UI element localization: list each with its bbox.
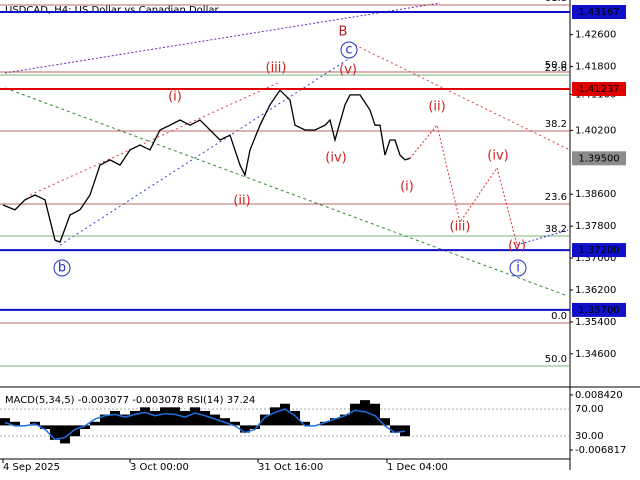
fib-label: 50.0 [545, 60, 567, 71]
y-tick-label: 1.36200 [575, 285, 616, 296]
macd-bar [380, 418, 390, 426]
macd-bar [300, 421, 310, 426]
price-line [409, 124, 518, 246]
wave-label: (v) [339, 63, 357, 78]
macd-bar [40, 425, 50, 430]
level-box [572, 302, 626, 317]
level-box [572, 243, 626, 258]
macd-bar [240, 425, 250, 433]
macd-bar [90, 421, 100, 426]
macd-bar [400, 425, 410, 437]
y-tick-label: 30.00 [575, 431, 604, 442]
wave-label: (iii) [450, 220, 471, 235]
y-tick-label: 1.41800 [575, 62, 616, 73]
fib-label: 23.6 [545, 192, 567, 203]
macd-bar [270, 407, 280, 426]
x-tick-label: 4 Sep 2025 [3, 462, 60, 473]
wave-label: (v) [508, 239, 526, 254]
y-tick-label: 1.40200 [575, 125, 616, 136]
fib-label: 38.2 [545, 224, 567, 235]
macd-bar [50, 425, 60, 440]
wave-label: c [345, 43, 352, 58]
macd-bar [110, 410, 120, 426]
x-tick-label: 31 Oct 16:00 [258, 462, 323, 473]
price-line [2, 89, 411, 243]
macd-bar [340, 414, 350, 426]
x-tick-label: 1 Dec 04:00 [387, 462, 448, 473]
y-tick-label: 1.35400 [575, 317, 616, 328]
wave-label: i [516, 261, 520, 276]
macd-bar [100, 414, 110, 426]
macd-bar [0, 418, 10, 426]
macd-bar [360, 400, 370, 426]
macd-bar [120, 414, 130, 426]
y-tick-label: 1.37800 [575, 221, 616, 232]
macd-bar [60, 425, 70, 444]
macd-bar [280, 403, 290, 426]
wave-label: B [339, 25, 348, 40]
macd-bar [160, 407, 170, 426]
macd-bar [150, 410, 160, 426]
y-tick-label: 0.008420 [575, 390, 623, 401]
x-tick-label: 3 Oct 00:00 [130, 462, 189, 473]
macd-bar [190, 407, 200, 426]
macd-bar [230, 421, 240, 426]
macd-bar [180, 410, 190, 426]
macd-bar [290, 410, 300, 426]
macd-bar [250, 425, 260, 430]
wave-label: (ii) [428, 100, 445, 115]
fib-label: 0.0 [551, 311, 567, 322]
macd-bar [330, 418, 340, 426]
macd-bar [80, 425, 90, 430]
wave-label: (i) [168, 90, 182, 105]
macd-bar [390, 425, 400, 433]
macd-bar [210, 414, 220, 426]
wave-label: (ii) [233, 194, 250, 209]
level-label: 1.35700 [578, 305, 619, 316]
macd-bar [370, 403, 380, 426]
wave-label: (iv) [325, 151, 346, 166]
wave-label: b [58, 261, 66, 276]
y-tick-label: -0.006817 [575, 445, 626, 456]
wave-label: (iv) [487, 149, 508, 164]
wave-circle [53, 259, 71, 277]
y-tick-label: 1.38600 [575, 189, 616, 200]
wave-label: (iii) [266, 61, 287, 76]
y-tick-label: 1.37000 [575, 253, 616, 264]
level-box [572, 82, 626, 97]
fib-label: 50.0 [545, 354, 567, 365]
rsi-line [4, 408, 406, 441]
y-tick-label: 1.34600 [575, 349, 616, 360]
indicator-title: MACD(5,34,5) -0.003077 -0.003078 RSI(14)… [5, 395, 255, 406]
macd-bar [260, 414, 270, 426]
level-box [572, 5, 626, 20]
macd-bar [10, 421, 20, 426]
macd-bar [140, 407, 150, 426]
level-label: 1.39500 [578, 153, 619, 164]
macd-bar [320, 421, 330, 426]
macd-bar [170, 407, 180, 426]
price-line [516, 229, 569, 246]
trend-line [4, 2, 441, 74]
trend-line [29, 81, 281, 196]
wave-label: (i) [400, 180, 414, 195]
macd-bar [70, 425, 80, 437]
level-label: 1.37200 [578, 245, 619, 256]
macd-bar [350, 403, 360, 426]
macd-bar [130, 410, 140, 426]
wave-circle [509, 259, 527, 277]
level-label: 1.41237 [578, 84, 619, 95]
wave-circle [340, 41, 358, 59]
chart-title: USDCAD, H4: US Dollar vs Canadian Dollar [5, 5, 219, 16]
fib-label: 61.8 [545, 0, 567, 4]
fib-label: 38.2 [545, 119, 567, 130]
level-box [572, 151, 626, 166]
level-label: 1.43167 [578, 7, 619, 18]
macd-bar [200, 410, 210, 426]
y-tick-label: 70.00 [575, 404, 604, 415]
y-tick-label: 1.42600 [575, 30, 616, 41]
fib-label: 23.6 [545, 63, 567, 74]
